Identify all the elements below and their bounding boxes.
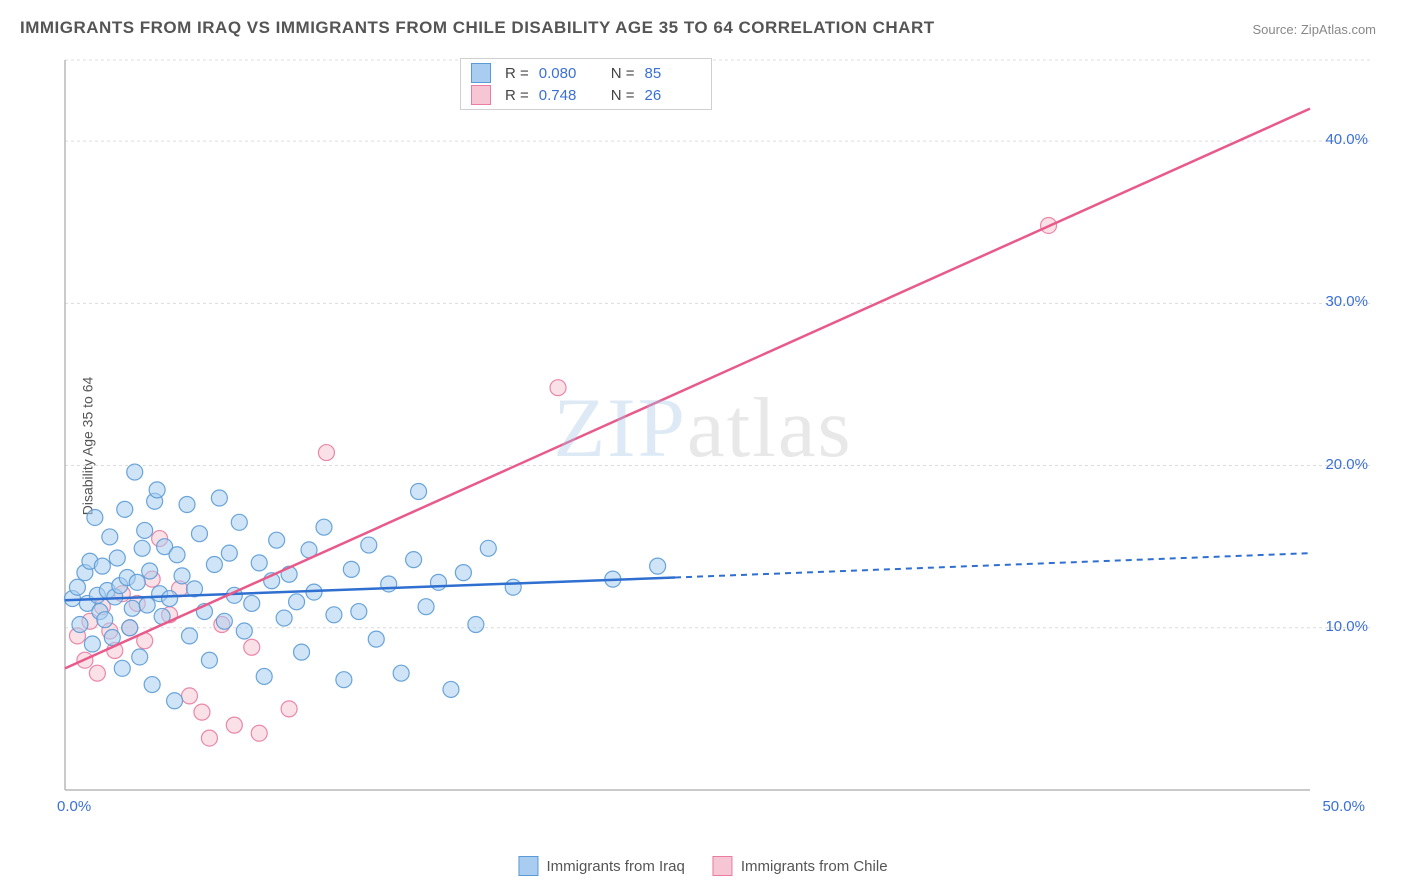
n-label: N = <box>611 87 635 104</box>
correlation-row: R = 0.748 N = 26 <box>471 84 697 106</box>
r-value: 0.748 <box>539 87 591 104</box>
plot-area <box>55 55 1375 825</box>
r-label: R = <box>505 87 529 104</box>
swatch-icon <box>471 63 491 83</box>
source-attribution: Source: ZipAtlas.com <box>1252 22 1376 37</box>
y-tick-label: 20.0% <box>1325 456 1368 473</box>
legend-item: Immigrants from Chile <box>713 856 888 876</box>
chart-title: IMMIGRANTS FROM IRAQ VS IMMIGRANTS FROM … <box>20 18 935 38</box>
swatch-icon <box>471 85 491 105</box>
chart-svg <box>55 55 1375 825</box>
r-label: R = <box>505 65 529 82</box>
y-tick-label: 30.0% <box>1325 293 1368 310</box>
n-value: 85 <box>645 65 697 82</box>
n-label: N = <box>611 65 635 82</box>
r-value: 0.080 <box>539 65 591 82</box>
legend-label: Immigrants from Iraq <box>546 858 684 875</box>
series-legend: Immigrants from Iraq Immigrants from Chi… <box>518 856 887 876</box>
legend-label: Immigrants from Chile <box>741 858 888 875</box>
x-tick-label: 0.0% <box>57 798 91 815</box>
x-tick-label: 50.0% <box>1322 798 1365 815</box>
y-tick-label: 40.0% <box>1325 131 1368 148</box>
n-value: 26 <box>645 87 697 104</box>
chart-container: IMMIGRANTS FROM IRAQ VS IMMIGRANTS FROM … <box>0 0 1406 892</box>
correlation-row: R = 0.080 N = 85 <box>471 62 697 84</box>
correlation-legend: R = 0.080 N = 85 R = 0.748 N = 26 <box>460 58 712 110</box>
legend-item: Immigrants from Iraq <box>518 856 684 876</box>
y-tick-label: 10.0% <box>1325 618 1368 635</box>
swatch-icon <box>518 856 538 876</box>
swatch-icon <box>713 856 733 876</box>
